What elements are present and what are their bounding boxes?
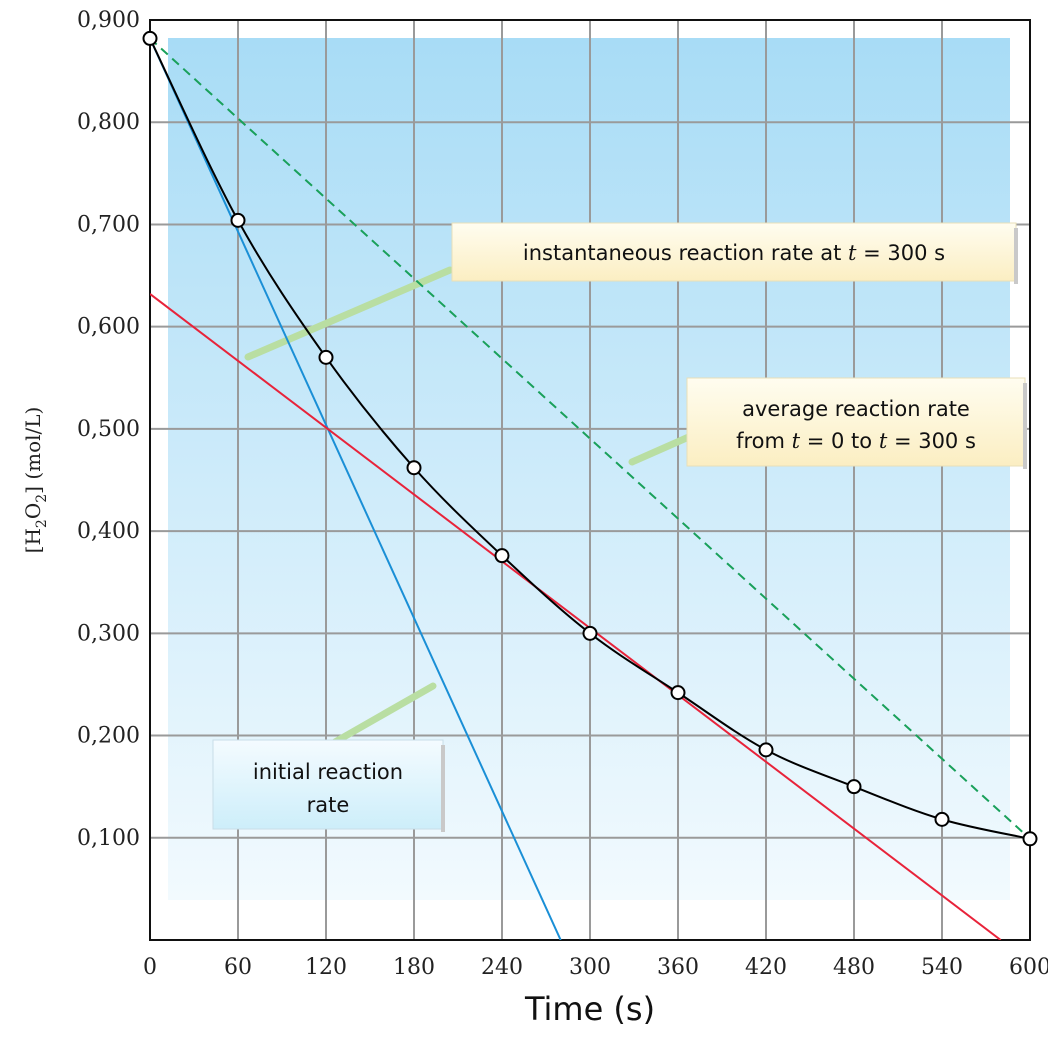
- annotation-text-part: = 300 s: [856, 241, 945, 265]
- y-axis-title-subscript: 2: [34, 519, 50, 528]
- y-axis-title: [H2O2] (mol/L): [21, 407, 50, 554]
- x-tick-label: 300: [569, 955, 611, 980]
- annotation-box: [686, 377, 1026, 467]
- annotation-text-part: average reaction rate: [742, 397, 970, 421]
- x-tick-label: 0: [143, 955, 157, 980]
- average-rate-secant-line: [150, 37, 1030, 840]
- x-tick-label: 480: [833, 955, 875, 980]
- annotation-text-italic-t: t: [848, 241, 857, 265]
- box-shadow: [1014, 228, 1018, 284]
- x-tick-label: 420: [745, 955, 787, 980]
- annotation-average-rate: average reaction rate from t = 0 to t = …: [686, 377, 1027, 469]
- x-tick-label: 180: [393, 955, 435, 980]
- data-point: [318, 349, 334, 365]
- x-tick-label: 600: [1009, 955, 1048, 980]
- data-point: [582, 625, 598, 641]
- box-shadow: [1023, 383, 1027, 469]
- data-point: [230, 212, 246, 228]
- y-axis-title-part: [H: [21, 528, 45, 553]
- data-point: [846, 779, 862, 795]
- tangent-lines: [150, 37, 1030, 940]
- x-tick-label: 360: [657, 955, 699, 980]
- annotation-text-part: = 300 s: [887, 429, 976, 453]
- annotation-box: [451, 222, 1017, 282]
- y-tick-label: 0,400: [77, 519, 140, 544]
- data-point: [406, 460, 422, 476]
- callout-arrow: [244, 266, 454, 361]
- annotation-line-1: average reaction rate: [742, 397, 970, 421]
- callout-arrow: [331, 682, 437, 746]
- y-axis-ticks: 0,100 0,200 0,300 0,400 0,500 0,600 0,700 0,800…: [77, 8, 140, 851]
- x-tick-label: 60: [224, 955, 252, 980]
- annotation-text-part: = 0 to: [800, 429, 879, 453]
- data-point: [670, 685, 686, 701]
- y-tick-label: 0,100: [77, 826, 140, 851]
- y-tick-label: 0,700: [77, 212, 140, 237]
- instantaneous-rate-tangent-line: [150, 293, 1002, 940]
- annotation-line-1: initial reaction: [253, 760, 403, 784]
- box-shadow: [441, 745, 445, 832]
- y-tick-label: 0,600: [77, 315, 140, 340]
- x-axis-ticks: 0 60 120 180 240 300 360 420 480 540 600: [143, 955, 1048, 980]
- y-tick-label: 0,200: [77, 724, 140, 749]
- annotation-line-2: from t = 0 to t = 300 s: [736, 429, 976, 453]
- x-axis-title: Time (s): [524, 990, 655, 1028]
- y-axis-title-part: O: [21, 503, 45, 519]
- y-tick-label: 0,300: [77, 621, 140, 646]
- x-tick-label: 120: [305, 955, 347, 980]
- annotation-text-part: instantaneous reaction rate at: [523, 241, 848, 265]
- y-tick-label: 0,900: [77, 8, 140, 33]
- annotation-box: [212, 739, 444, 830]
- annotation-initial-rate: initial reaction rate: [212, 739, 445, 832]
- x-tick-label: 540: [921, 955, 963, 980]
- annotation-line-2: rate: [307, 793, 350, 817]
- annotation-instantaneous-rate: instantaneous reaction rate at t = 300 s: [451, 222, 1018, 284]
- annotation-text-italic-t: t: [792, 429, 801, 453]
- data-point: [934, 811, 950, 827]
- data-point: [142, 30, 158, 46]
- y-tick-label: 0,800: [77, 110, 140, 135]
- y-axis-title-subscript: 2: [34, 494, 50, 503]
- y-axis-title-part: ] (mol/L): [21, 407, 45, 494]
- data-point: [1022, 831, 1038, 847]
- x-tick-label: 240: [481, 955, 523, 980]
- annotation-text: instantaneous reaction rate at t = 300 s: [523, 241, 945, 265]
- annotation-text-italic-t: t: [879, 429, 888, 453]
- annotation-text-part: from: [736, 429, 792, 453]
- svg-text:[H2O2] (mol/L): [H2O2] (mol/L): [21, 407, 50, 554]
- data-series: [142, 30, 1038, 847]
- y-tick-label: 0,500: [77, 417, 140, 442]
- grid: [150, 20, 1030, 940]
- initial-rate-tangent-line: [150, 37, 562, 940]
- data-point: [758, 742, 774, 758]
- data-point: [494, 548, 510, 564]
- plot-frame: [149, 19, 1031, 941]
